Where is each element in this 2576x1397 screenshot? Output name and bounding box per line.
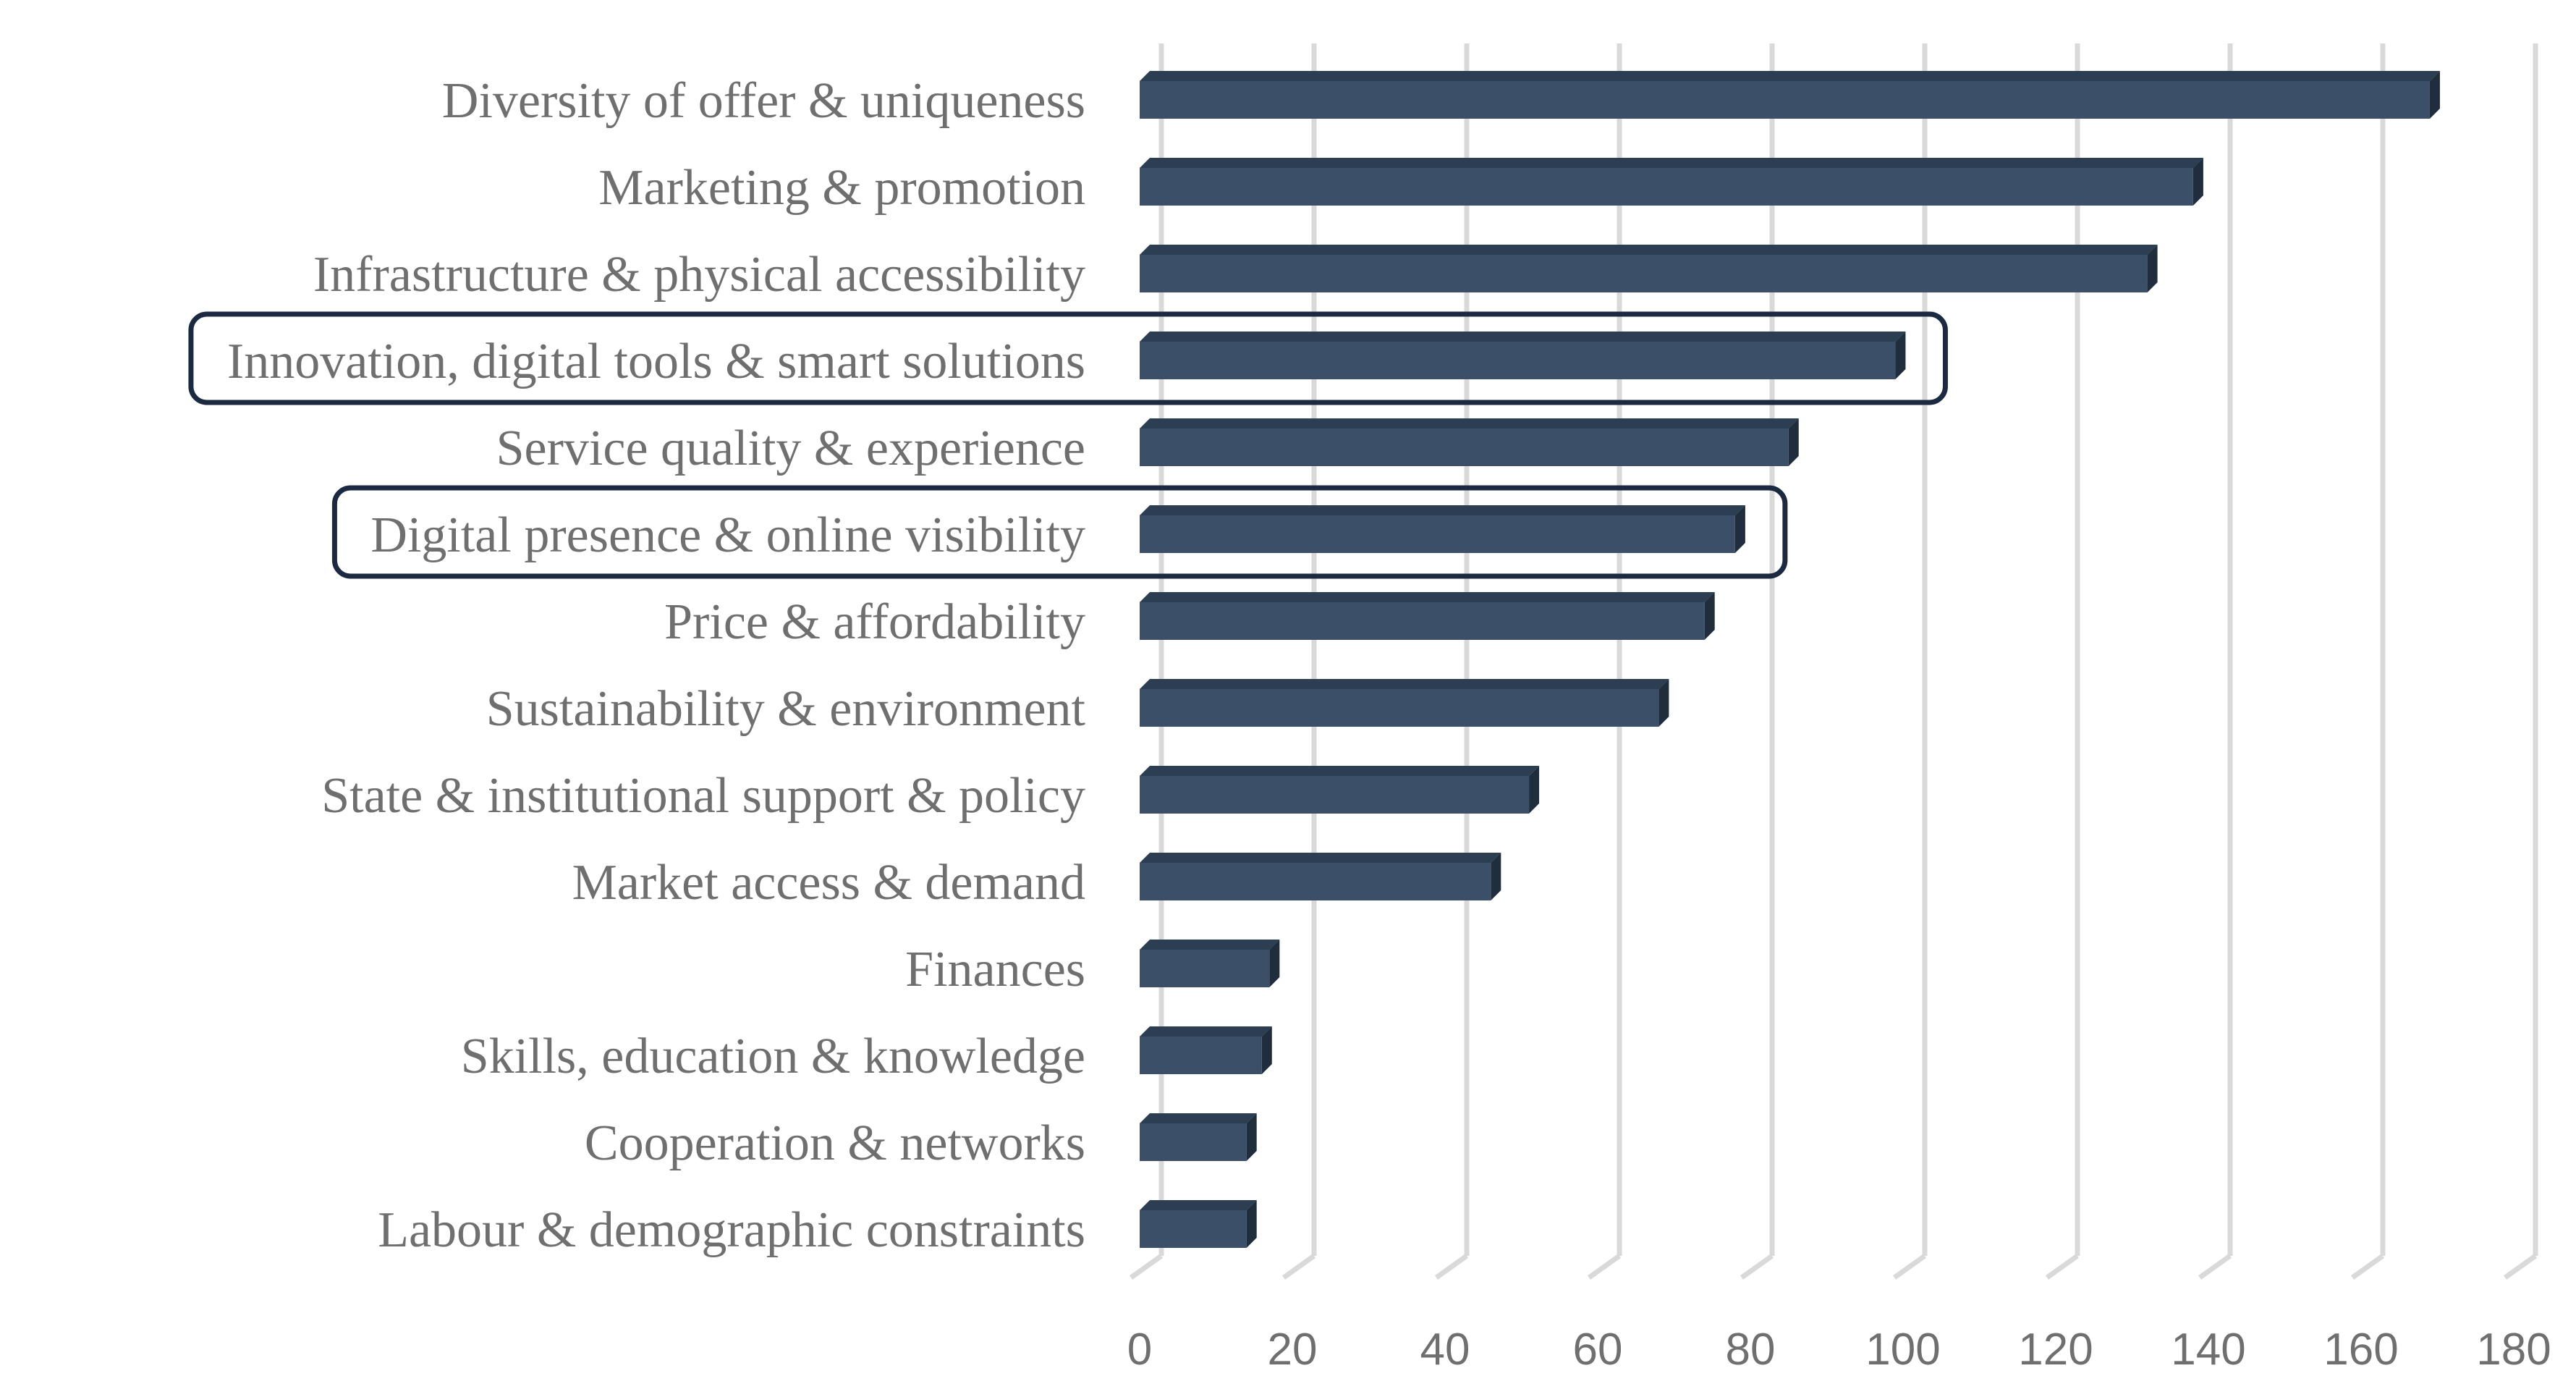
bar-front-face xyxy=(1140,776,1530,814)
category-label: Digital presence & online visibility xyxy=(370,507,1085,563)
category-label: Cooperation & networks xyxy=(585,1115,1085,1171)
bar-side-face xyxy=(1261,1026,1272,1074)
gridline-foot xyxy=(1892,1254,1927,1280)
bar-front-face xyxy=(1140,863,1491,900)
category-label: Sustainability & environment xyxy=(486,681,1086,737)
category-label: Marketing & promotion xyxy=(598,160,1085,216)
bar-side-face xyxy=(2429,71,2440,119)
bar-front-face xyxy=(1140,429,1789,466)
bar-top-face xyxy=(1140,592,1715,602)
bar-top-face xyxy=(1140,853,1501,863)
bar-front-face xyxy=(1140,255,2148,292)
bar-side-face xyxy=(2192,158,2203,206)
bar-top-face xyxy=(1140,1026,1272,1037)
x-tick-label: 160 xyxy=(2323,1325,2398,1375)
bar xyxy=(1140,1200,1257,1248)
x-tick-label: 100 xyxy=(1865,1325,1940,1375)
x-tick-label: 0 xyxy=(1127,1325,1152,1375)
bar-side-face xyxy=(2147,245,2158,292)
bar-front-face xyxy=(1140,168,2193,206)
bar-top-face xyxy=(1140,71,2440,81)
bar-front-face xyxy=(1140,950,1270,987)
bar-front-face xyxy=(1140,515,1735,553)
category-label: Diversity of offer & uniqueness xyxy=(442,73,1085,129)
gridline-foot xyxy=(2045,1254,2080,1280)
category-label: Service quality & experience xyxy=(496,421,1085,476)
bar-side-face xyxy=(1246,1200,1257,1248)
bar-side-face xyxy=(1491,853,1501,900)
bar-top-face xyxy=(1140,158,2203,168)
bar xyxy=(1140,766,1540,814)
bar xyxy=(1140,332,1906,379)
gridlines xyxy=(1129,43,2538,1280)
x-tick-label: 140 xyxy=(2171,1325,2245,1375)
category-label: Labour & demographic constraints xyxy=(378,1202,1085,1258)
bar-side-face xyxy=(1788,418,1799,466)
bar-front-face xyxy=(1140,81,2430,119)
bar xyxy=(1140,1113,1257,1161)
highlight-box xyxy=(188,311,1948,405)
bar-side-face xyxy=(1246,1113,1257,1161)
bar xyxy=(1140,940,1280,987)
bar-top-face xyxy=(1140,332,1906,342)
x-tick-label: 80 xyxy=(1726,1325,1776,1375)
bar-side-face xyxy=(1704,592,1715,640)
highlight-box xyxy=(331,485,1788,579)
bar-top-face xyxy=(1140,1113,1257,1123)
x-tick-label: 120 xyxy=(2018,1325,2093,1375)
bar xyxy=(1140,505,1745,553)
category-label: Skills, education & knowledge xyxy=(461,1029,1085,1084)
bar-side-face xyxy=(1734,505,1745,553)
x-tick-label: 20 xyxy=(1268,1325,1318,1375)
bar-side-face xyxy=(1529,766,1540,814)
bar-front-face xyxy=(1140,1210,1247,1248)
bar xyxy=(1140,245,2158,292)
x-tick-label: 180 xyxy=(2476,1325,2551,1375)
category-label: Finances xyxy=(905,942,1085,997)
bar xyxy=(1140,158,2203,206)
bar-top-face xyxy=(1140,940,1280,950)
gridline-foot xyxy=(1740,1254,1774,1280)
bar xyxy=(1140,71,2440,119)
category-label: Innovation, digital tools & smart soluti… xyxy=(227,334,1085,389)
bar-top-face xyxy=(1140,505,1745,515)
bar-top-face xyxy=(1140,245,2158,255)
category-label: Infrastructure & physical accessibility xyxy=(313,247,1085,303)
category-labels: Diversity of offer & uniqueness Marketing… xyxy=(227,73,1086,1258)
bar xyxy=(1140,1026,1272,1074)
bar-top-face xyxy=(1140,679,1669,689)
bar-side-face xyxy=(1658,679,1669,727)
bar xyxy=(1140,853,1501,900)
highlight-boxes xyxy=(188,311,1948,579)
gridline-foot xyxy=(1587,1254,1622,1280)
bar-top-face xyxy=(1140,766,1540,776)
gridline-foot xyxy=(1434,1254,1469,1280)
bar-front-face xyxy=(1140,602,1705,640)
bar-front-face xyxy=(1140,689,1659,727)
gridline-foot xyxy=(2198,1254,2232,1280)
category-label: Market access & demand xyxy=(572,855,1085,911)
bar-top-face xyxy=(1140,1200,1257,1210)
category-label: Price & affordability xyxy=(664,594,1085,650)
bar xyxy=(1140,418,1799,466)
bar-front-face xyxy=(1140,342,1896,379)
gridline-foot xyxy=(2503,1254,2538,1280)
x-axis-ticks: 0 20 40 60 80 100 120 140 160 180 xyxy=(1127,1325,2551,1375)
bar-front-face xyxy=(1140,1037,1262,1074)
gridline-foot xyxy=(2350,1254,2385,1280)
bar-side-face xyxy=(1895,332,1906,379)
bars xyxy=(1140,71,2440,1248)
gridline-foot xyxy=(1129,1254,1164,1280)
x-tick-label: 40 xyxy=(1420,1325,1470,1375)
bar xyxy=(1140,679,1669,727)
bar-side-face xyxy=(1269,940,1280,987)
bar xyxy=(1140,592,1715,640)
x-tick-label: 60 xyxy=(1573,1325,1623,1375)
bar-top-face xyxy=(1140,418,1799,429)
gridline-foot xyxy=(1281,1254,1316,1280)
bar-front-face xyxy=(1140,1123,1247,1161)
category-label: State & institutional support & policy xyxy=(321,768,1085,824)
